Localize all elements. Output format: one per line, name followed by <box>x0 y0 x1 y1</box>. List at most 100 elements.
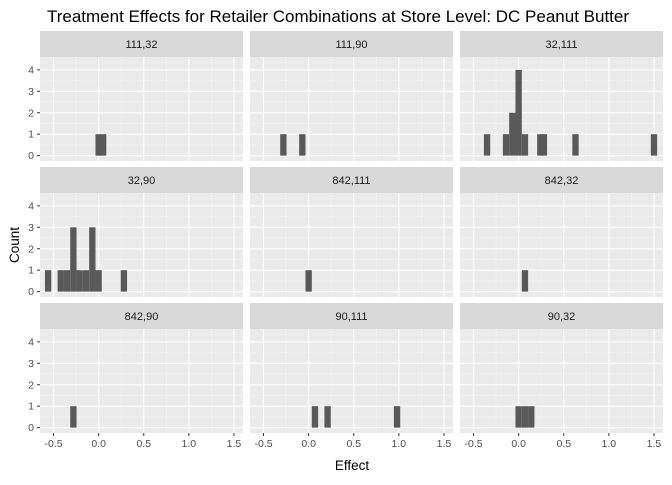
histogram-bar <box>572 134 579 156</box>
facet-strip-label: 842,32 <box>545 175 579 187</box>
y-tick-label: 4 <box>28 200 34 212</box>
y-tick-label: 4 <box>28 336 34 348</box>
histogram-bar <box>324 406 331 428</box>
histogram-bar <box>44 270 52 292</box>
facet-panels: 111,32 111,90 32,111 32,90 842,111 842,32 842,… <box>40 31 663 433</box>
facet-panel: 90,32 <box>460 303 663 433</box>
x-tick-label: 0.5 <box>346 438 361 450</box>
facet-strip <box>40 31 243 57</box>
histogram-bar <box>509 112 516 156</box>
histogram-bar <box>311 406 319 428</box>
x-tick-label: 0.0 <box>91 438 106 450</box>
y-tick-label: 0 <box>28 150 34 162</box>
facet-strip-label: 111,32 <box>125 39 157 51</box>
x-tick-label: 0.5 <box>556 438 571 450</box>
histogram-bar <box>305 270 312 292</box>
histogram-bar <box>502 134 510 156</box>
facet-strip <box>40 303 243 329</box>
panel-background <box>250 193 453 297</box>
histogram-bar <box>515 406 522 428</box>
x-tick-label: 1.0 <box>392 438 407 450</box>
y-tick-label: 0 <box>28 422 34 434</box>
histogram-bar <box>537 134 544 156</box>
histogram-bar <box>515 69 522 156</box>
chart-title: Treatment Effects for Retailer Combinati… <box>47 7 629 26</box>
y-tick-label: 2 <box>28 107 34 119</box>
histogram-bar <box>63 270 71 292</box>
x-axis-title: Effect <box>335 458 370 473</box>
facet-strip-label: 842,111 <box>332 175 370 187</box>
histogram-bar <box>95 270 102 292</box>
histogram-bar <box>280 134 287 156</box>
facet-strip <box>40 167 243 193</box>
facet-strip <box>250 31 453 57</box>
panel-background <box>460 193 663 297</box>
facet-strip-label: 32,111 <box>545 39 577 51</box>
facet-strip <box>460 303 663 329</box>
facet-strip-label: 32,90 <box>128 175 156 187</box>
facet-panel: 32,111 <box>460 31 663 161</box>
facet-strip-label: 90,32 <box>548 311 576 323</box>
histogram-bar <box>89 227 96 292</box>
histogram-bar <box>70 406 77 428</box>
y-tick-label: 3 <box>28 222 34 234</box>
panel-background <box>40 57 243 161</box>
y-tick-label: 0 <box>28 286 34 298</box>
facet-panel: 842,111 <box>250 167 453 297</box>
x-tick-label: 0.0 <box>301 438 316 450</box>
x-tick-label: 1.5 <box>647 438 662 450</box>
facet-panel: 90,111 <box>250 303 453 433</box>
histogram-bar <box>540 134 548 156</box>
y-tick-label: 1 <box>28 401 34 413</box>
histogram-bar <box>76 270 83 292</box>
histogram-bar <box>528 406 535 428</box>
y-tick-label: 3 <box>28 358 34 370</box>
y-axis-ticks: 0 1 2 3 4 0 1 2 3 4 0 1 2 3 4 <box>28 64 40 434</box>
x-tick-label: 1.5 <box>437 438 452 450</box>
x-tick-label: 0.5 <box>136 438 151 450</box>
facet-panel: 842,32 <box>460 167 663 297</box>
histogram-bar <box>521 406 529 428</box>
facet-panel: 842,90 <box>40 303 243 433</box>
facet-strip <box>250 303 453 329</box>
x-tick-label: 1.5 <box>227 438 242 450</box>
histogram-bar <box>99 134 107 156</box>
histogram-bar <box>95 134 102 156</box>
panel-background <box>250 329 453 433</box>
facet-strip <box>460 31 663 57</box>
panel-background <box>460 329 663 433</box>
histogram-bar <box>120 270 128 292</box>
facet-panel: 32,90 <box>40 167 243 297</box>
histogram-bar <box>483 134 491 156</box>
y-axis-title: Count <box>7 227 22 263</box>
histogram-bar <box>521 134 529 156</box>
histogram-bar <box>393 406 401 428</box>
histogram-bar <box>70 227 77 292</box>
y-tick-label: 1 <box>28 265 34 277</box>
histogram-bar <box>57 270 64 292</box>
y-tick-label: 2 <box>28 379 34 391</box>
facet-strip-label: 842,90 <box>125 311 159 323</box>
facet-strip <box>460 167 663 193</box>
y-tick-label: 3 <box>28 86 34 98</box>
x-tick-label: -0.5 <box>44 438 62 450</box>
facet-panel: 111,32 <box>40 31 243 161</box>
facet-strip-label: 90,111 <box>335 311 367 323</box>
x-tick-label: 0.0 <box>511 438 526 450</box>
panel-background <box>460 57 663 161</box>
histogram-bar <box>82 270 90 292</box>
facet-strip-label: 111,90 <box>335 39 367 51</box>
histogram-bar <box>650 134 658 156</box>
y-tick-label: 4 <box>28 64 34 76</box>
y-tick-label: 2 <box>28 243 34 255</box>
x-tick-label: -0.5 <box>464 438 482 450</box>
x-tick-label: -0.5 <box>254 438 272 450</box>
y-tick-label: 1 <box>28 129 34 141</box>
x-tick-label: 1.0 <box>182 438 197 450</box>
histogram-bar <box>299 134 306 156</box>
facet-panel: 111,90 <box>250 31 453 161</box>
facet-strip <box>250 167 453 193</box>
x-axis-ticks: -0.5 0.0 0.5 1.0 1.5 -0.5 0.0 0.5 1.0 1.5 -0.5 0.0 0… <box>44 433 661 450</box>
